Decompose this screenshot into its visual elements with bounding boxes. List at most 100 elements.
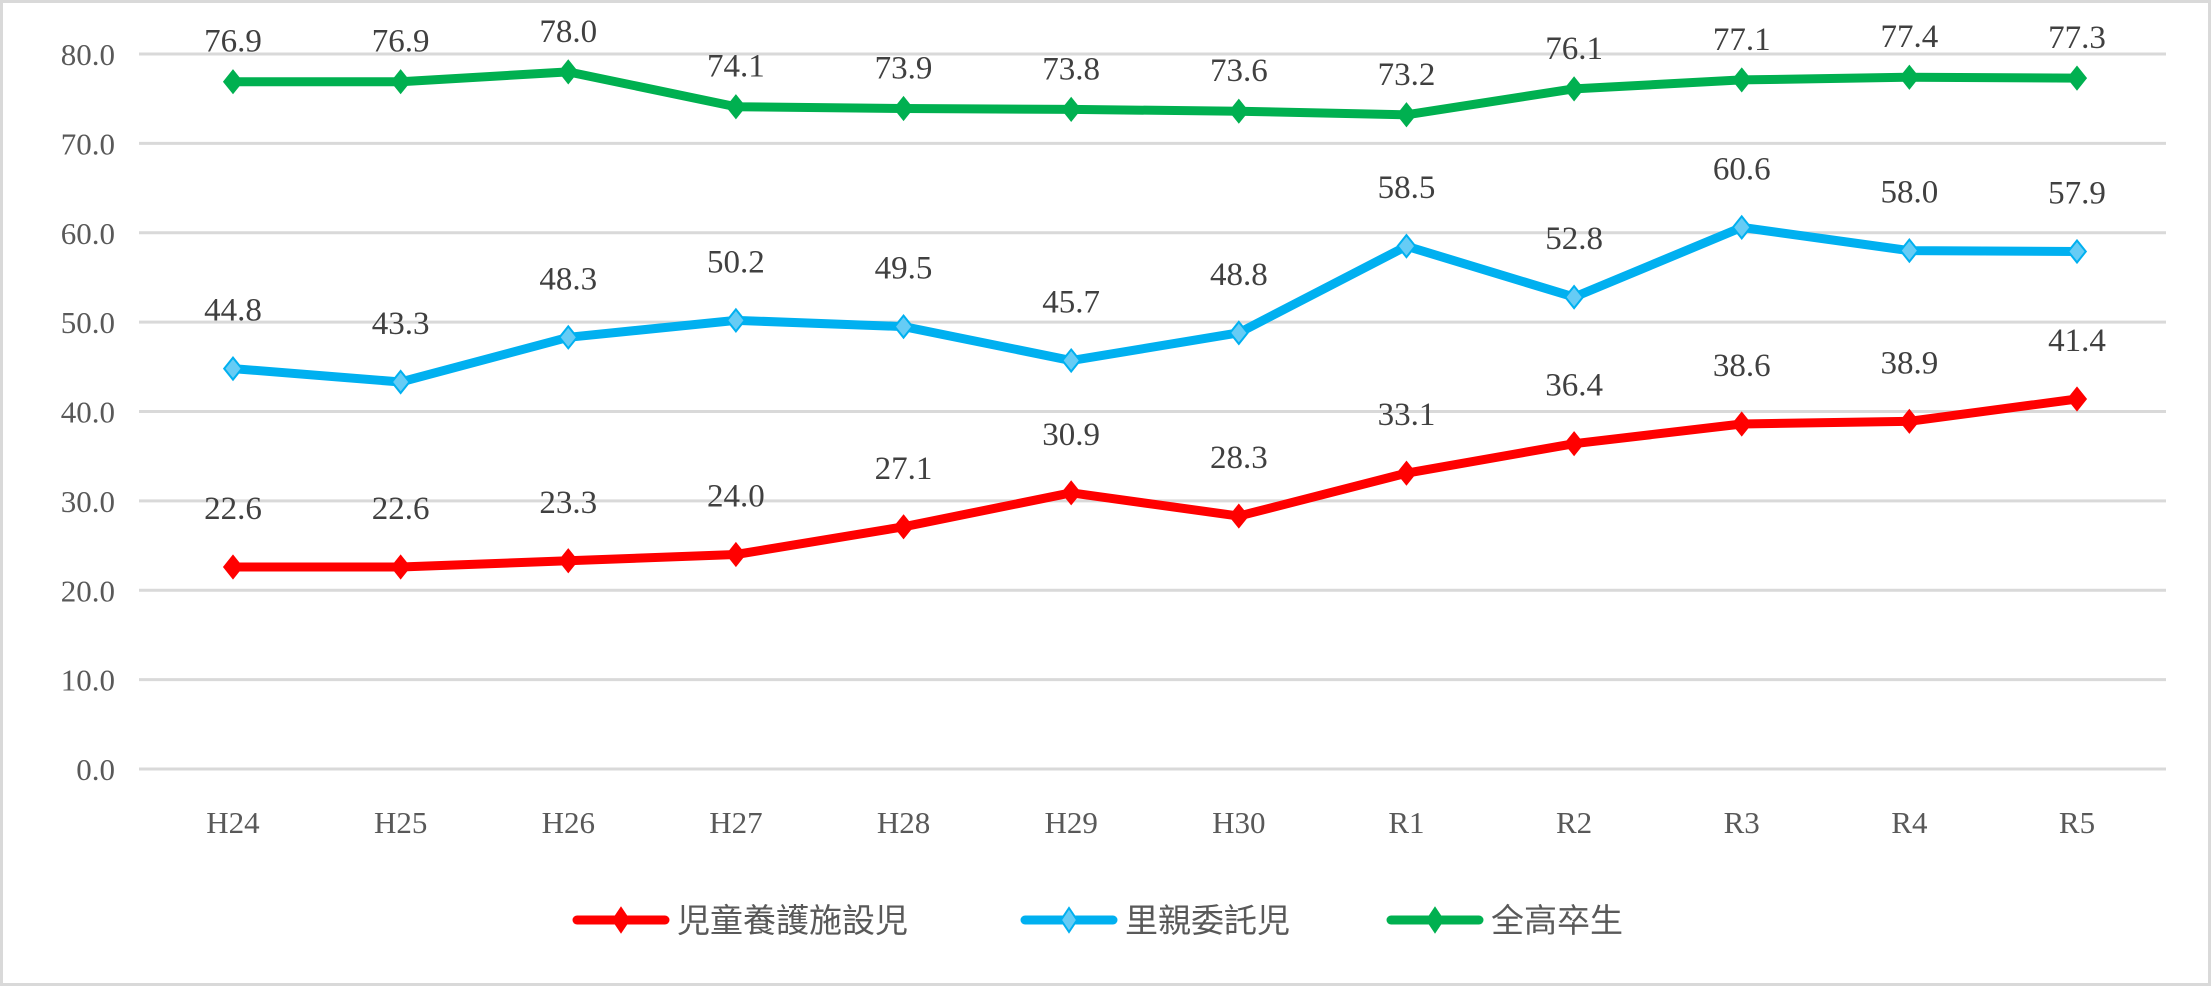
- series-line-0: [228, 394, 2082, 572]
- data-label: 77.4: [1880, 19, 1938, 55]
- data-label: 45.7: [1042, 285, 1100, 321]
- data-point-marker: [222, 554, 244, 580]
- data-label: 73.8: [1042, 51, 1100, 87]
- x-tick-label: H30: [1212, 805, 1265, 840]
- y-tick-label: 0.0: [76, 752, 115, 787]
- data-point-marker: [2066, 386, 2088, 412]
- y-tick-label: 80.0: [61, 37, 115, 72]
- data-point-marker: [558, 59, 579, 85]
- data-label: 43.3: [372, 306, 430, 342]
- data-point-marker: [222, 69, 244, 95]
- data-point-marker: [2066, 238, 2088, 265]
- y-tick-label: 70.0: [61, 126, 115, 161]
- x-tick-label: H26: [542, 805, 595, 840]
- data-label: 36.4: [1545, 368, 1603, 404]
- series-line-1: [228, 222, 2082, 387]
- data-point-marker: [1228, 98, 1249, 124]
- data-point-marker: [893, 95, 914, 122]
- data-point-marker: [725, 307, 746, 333]
- data-label: 30.9: [1042, 417, 1100, 453]
- data-point-marker: [1564, 284, 1585, 310]
- data-label: 57.9: [2048, 176, 2106, 212]
- data-label: 77.1: [1713, 22, 1771, 58]
- data-point-marker: [1061, 96, 1082, 123]
- x-tick-label: H29: [1044, 805, 1097, 840]
- data-label: 50.2: [707, 244, 765, 280]
- y-tick-label: 30.0: [61, 484, 115, 519]
- data-point-marker: [1731, 411, 1752, 437]
- data-label: 73.2: [1378, 57, 1436, 93]
- data-label: 22.6: [204, 491, 262, 527]
- data-point-marker: [725, 94, 746, 120]
- data-label: 22.6: [372, 491, 430, 527]
- data-point-marker: [2066, 65, 2088, 91]
- data-label: 49.5: [875, 251, 933, 287]
- data-label: 52.8: [1545, 221, 1603, 257]
- data-label: 76.1: [1545, 31, 1603, 67]
- data-label: 48.3: [539, 261, 597, 297]
- data-point-marker: [725, 541, 746, 568]
- data-label: 58.5: [1378, 170, 1436, 206]
- data-label: 78.0: [539, 14, 597, 50]
- data-point-marker: [1564, 76, 1585, 102]
- data-label: 60.6: [1713, 151, 1771, 187]
- x-tick-label: R5: [2059, 805, 2095, 840]
- data-point-marker: [390, 69, 411, 95]
- x-tick-label: H25: [374, 805, 427, 840]
- data-label: 38.9: [1880, 345, 1938, 381]
- data-label: 48.8: [1210, 257, 1268, 293]
- data-label: 24.0: [707, 479, 765, 515]
- line-chart: 0.0 10.0 20.0 30.0 40.0 50.0 60.0 70.0 80.0 H24 H2…: [61, 14, 2166, 940]
- data-label: 28.3: [1210, 440, 1268, 476]
- legend-marker: [1425, 906, 1445, 934]
- data-point-marker: [1061, 480, 1082, 506]
- data-point-marker: [1061, 347, 1082, 374]
- data-point-marker: [1228, 320, 1249, 346]
- x-tick-label: R2: [1556, 805, 1592, 840]
- legend-label: 里親委託児: [1125, 903, 1290, 940]
- x-tick-label: R1: [1388, 805, 1424, 840]
- data-point-marker: [558, 548, 579, 574]
- data-label: 76.9: [204, 24, 262, 60]
- data-point-marker: [1899, 408, 1920, 434]
- data-label: 76.9: [372, 24, 430, 60]
- data-point-marker: [1228, 503, 1249, 529]
- data-label: 73.9: [875, 51, 933, 87]
- data-point-marker: [222, 355, 244, 382]
- y-tick-label: 50.0: [61, 305, 115, 340]
- data-label: 38.6: [1713, 348, 1771, 384]
- x-tick-label: H28: [877, 805, 930, 840]
- data-label: 77.3: [2048, 20, 2106, 56]
- data-point-marker: [390, 554, 411, 580]
- data-label: 41.4: [2048, 323, 2106, 359]
- data-point-marker: [1396, 233, 1417, 259]
- y-tick-label: 40.0: [61, 395, 115, 430]
- x-tick-label: R4: [1891, 805, 1928, 840]
- data-point-marker: [1564, 431, 1585, 457]
- data-label: 58.0: [1880, 175, 1938, 211]
- x-tick-label: H24: [206, 805, 260, 840]
- data-label: 73.6: [1210, 53, 1268, 89]
- data-label: 44.8: [204, 293, 262, 329]
- x-tick-label: H27: [709, 805, 762, 840]
- data-label: 27.1: [875, 451, 933, 487]
- legend-marker: [1059, 906, 1079, 934]
- y-tick-label: 60.0: [61, 216, 115, 251]
- data-point-marker: [1731, 214, 1752, 240]
- data-label: 74.1: [707, 49, 765, 85]
- data-point-marker: [390, 369, 411, 395]
- data-point-marker: [1396, 102, 1417, 128]
- legend-label: 児童養護施設児: [677, 903, 908, 940]
- y-tick-label: 10.0: [61, 663, 115, 698]
- x-tick-label: R3: [1724, 805, 1760, 840]
- data-point-marker: [1899, 238, 1920, 264]
- data-point-marker: [893, 514, 914, 540]
- data-point-marker: [1396, 460, 1417, 486]
- data-label: 23.3: [539, 485, 597, 521]
- data-label: 33.1: [1378, 397, 1436, 433]
- legend-marker: [611, 906, 631, 934]
- y-tick-label: 20.0: [61, 573, 115, 608]
- data-point-marker: [1731, 67, 1752, 93]
- data-point-marker: [1899, 64, 1920, 90]
